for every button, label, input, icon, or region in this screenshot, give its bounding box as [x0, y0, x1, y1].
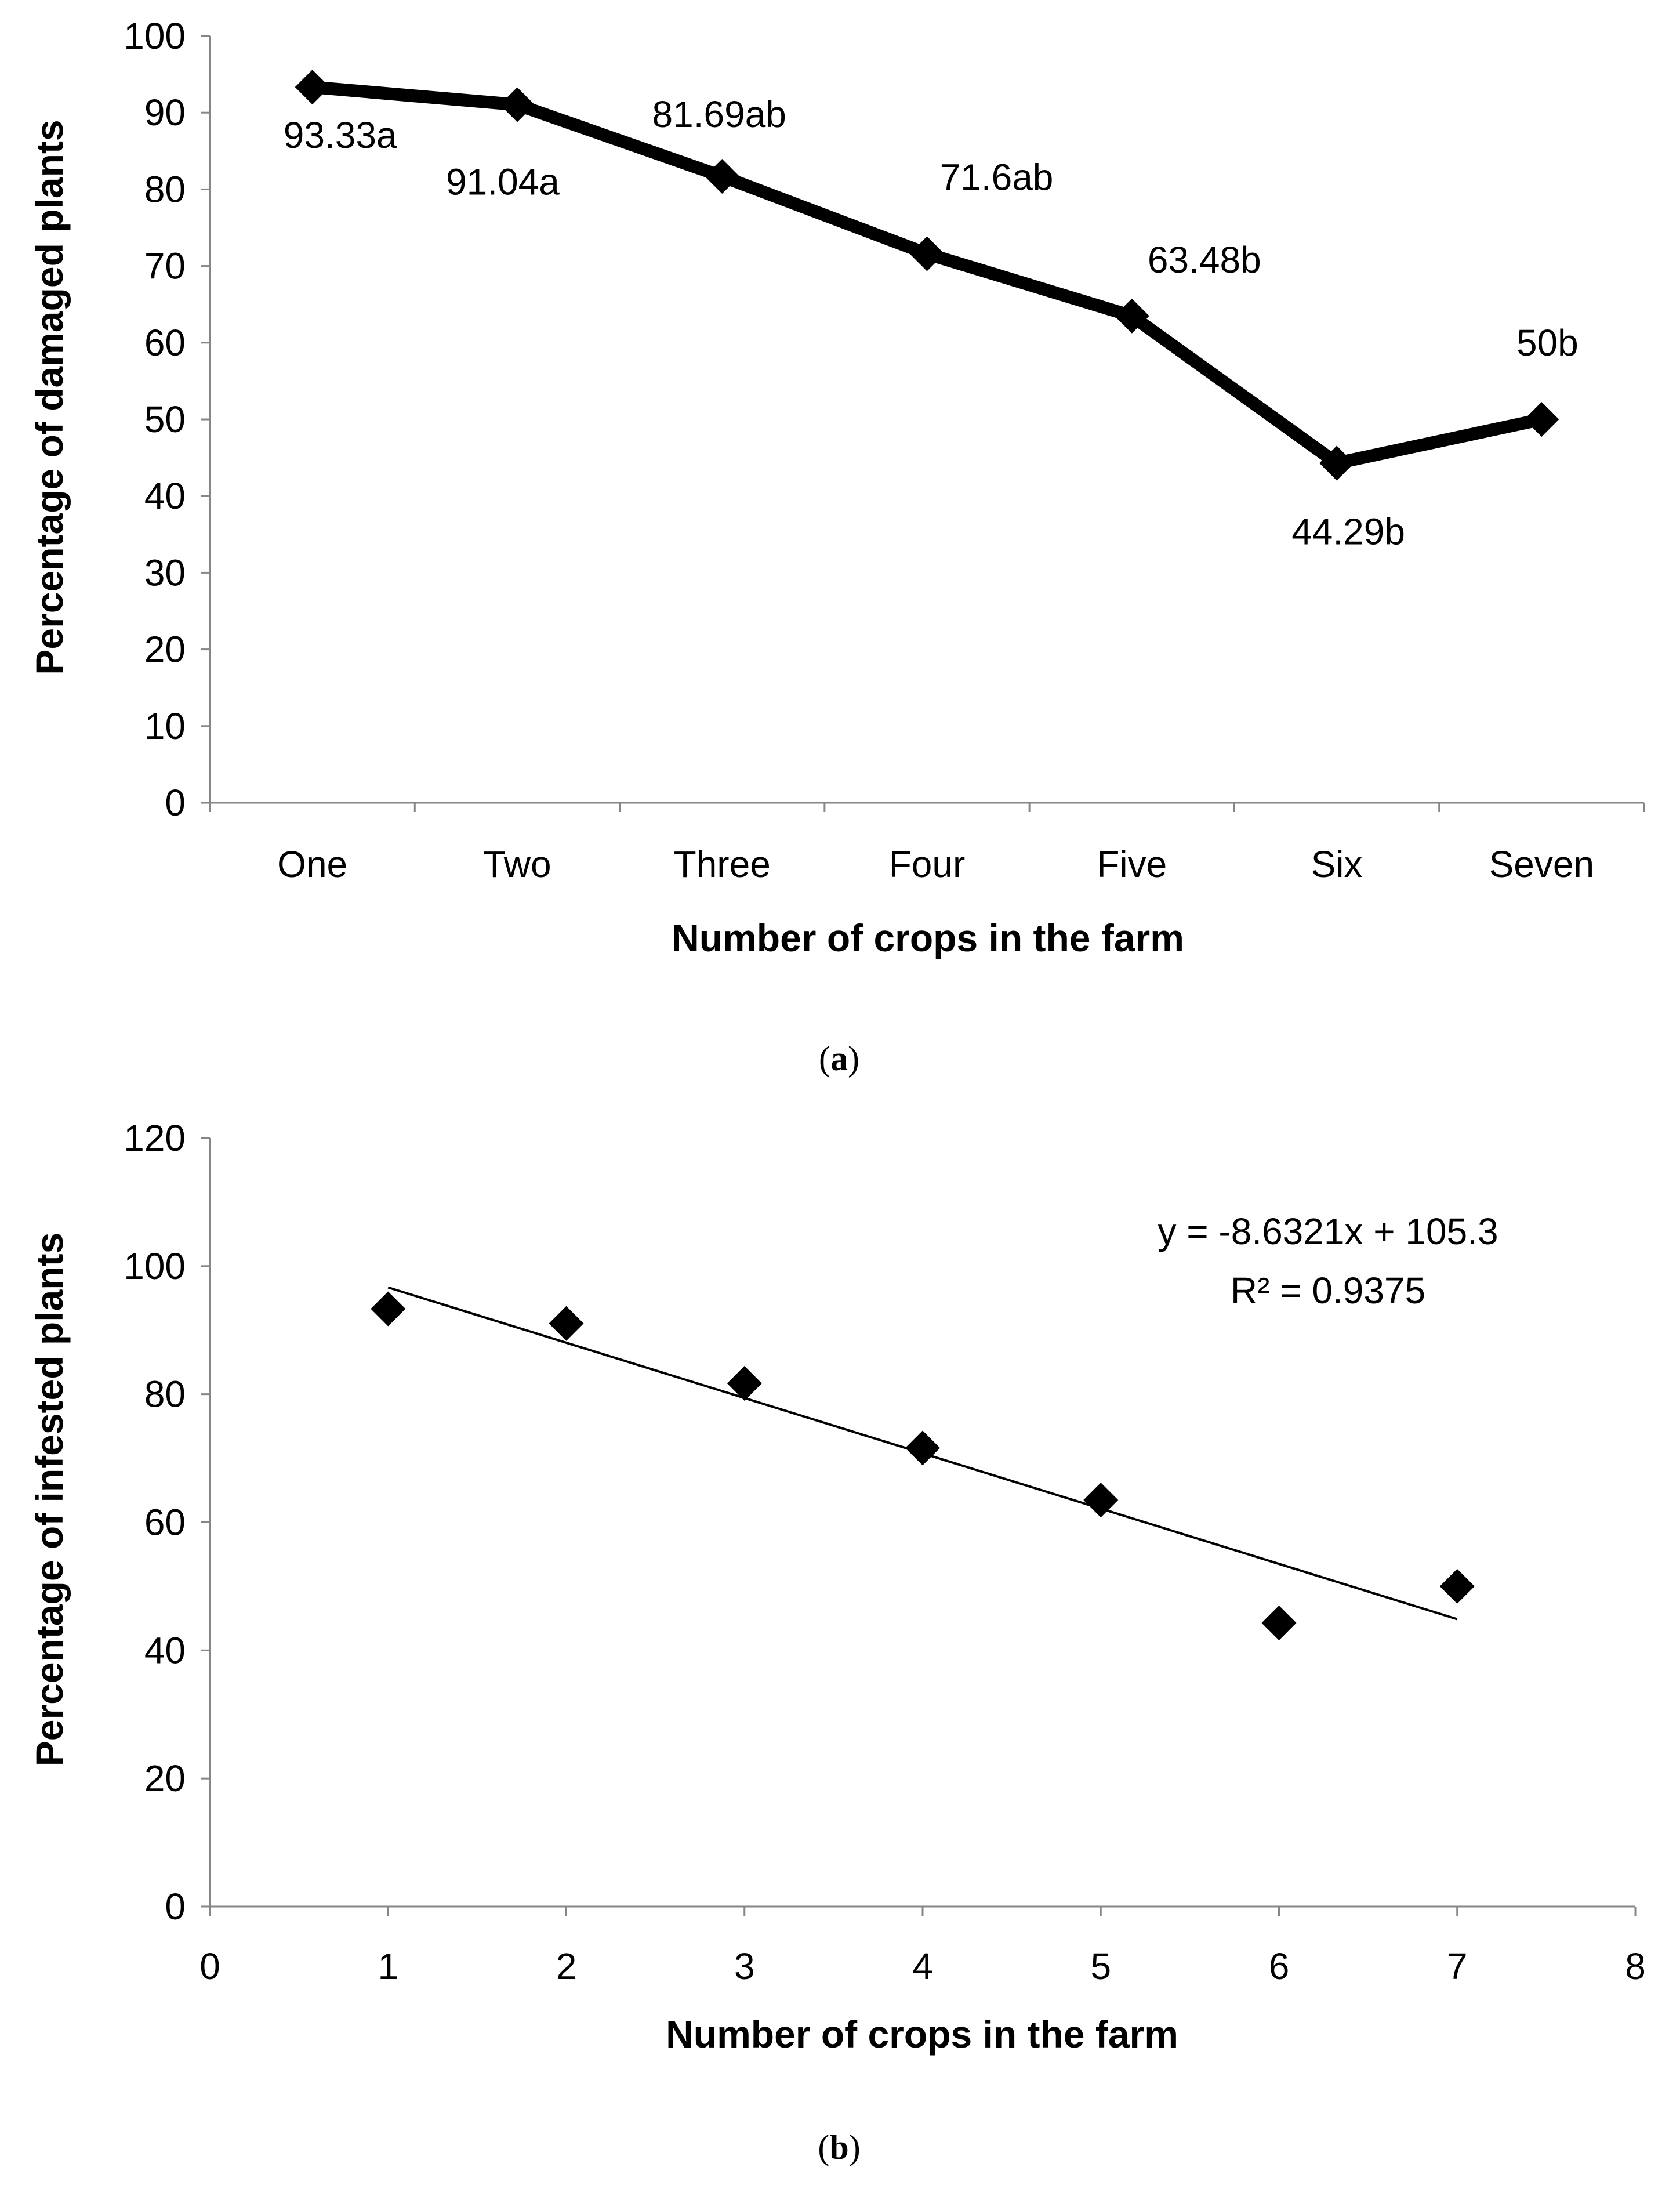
chart-a-y-tick-label: 90 [144, 92, 186, 133]
chart-b-x-tick-label: 2 [556, 1945, 577, 1987]
chart-a-y-axis-title: Percentage of damaged plants [28, 119, 71, 675]
chart-a-y-tick-label: 40 [144, 475, 186, 517]
chart-b-y-tick-label: 80 [144, 1374, 186, 1415]
chart-a-y-tick-label: 30 [144, 552, 186, 593]
chart-a-axes [209, 36, 1644, 804]
chart-a-series [295, 70, 1559, 481]
chart-a-y-tick-label: 0 [165, 782, 186, 824]
chart-b-y-ticks: 0 20 40 60 80 100 120 [124, 1117, 210, 1927]
chart-a-data-label: 44.29b [1291, 510, 1405, 552]
chart-b-x-tick-label: 7 [1447, 1945, 1468, 1987]
chart-a-data-label: 50b [1516, 322, 1579, 364]
chart-b-y-tick-label: 0 [165, 1886, 186, 1927]
chart-a-x-tick-label: One [277, 843, 347, 885]
chart-a-data-point [1319, 445, 1355, 481]
chart-a-data-point [1524, 402, 1559, 437]
chart-a-x-axis-title: Number of crops in the farm [672, 916, 1184, 959]
chart-a-data-point [1114, 298, 1149, 334]
chart-a-x-tick-label: Five [1097, 843, 1167, 885]
chart-b-data-point [1439, 1568, 1475, 1604]
chart-a-y-ticks: 0 10 20 30 40 50 60 70 80 90 100 [124, 15, 210, 824]
chart-b-trendline-equation: y = -8.6321x + 105.3 [1158, 1211, 1498, 1252]
chart-b-points [371, 1291, 1475, 1640]
chart-b-axes [209, 1138, 1635, 1908]
chart-b-data-point [727, 1366, 762, 1401]
chart-a-x-tick-label: Six [1311, 843, 1363, 885]
chart-b-y-tick-label: 120 [124, 1117, 186, 1159]
chart-b-x-tick-label: 4 [912, 1945, 933, 1987]
chart-b: 0 20 40 60 80 100 120 0 1 2 3 4 5 6 7 8 y = -8.6321x +… [28, 1117, 1646, 2166]
chart-a-x-tick-label: Four [889, 843, 966, 885]
chart-a-y-tick-label: 10 [144, 705, 186, 747]
chart-a-y-tick-label: 50 [144, 398, 186, 440]
chart-a-y-tick-label: 80 [144, 168, 186, 210]
chart-b-x-ticks: 0 1 2 3 4 5 6 7 8 [199, 1907, 1646, 1987]
chart-a-data-label: 93.33a [284, 114, 397, 156]
chart-b-x-tick-label: 8 [1625, 1945, 1646, 1987]
chart-b-y-tick-label: 40 [144, 1629, 186, 1671]
chart-a-y-tick-label: 20 [144, 629, 186, 671]
chart-b-caption: (b) [818, 2128, 860, 2166]
chart-b-y-tick-label: 100 [124, 1245, 186, 1287]
chart-a-data-label: 63.48b [1148, 239, 1261, 281]
chart-b-x-axis-title: Number of crops in the farm [666, 2013, 1178, 2056]
chart-a-x-tick-label: Two [483, 843, 551, 885]
chart-b-data-point [549, 1306, 584, 1341]
chart-b-y-tick-label: 20 [144, 1757, 186, 1799]
chart-a-data-label: 91.04a [446, 161, 560, 202]
chart-a-data-label: 81.69ab [652, 93, 786, 135]
chart-a-data-point [705, 159, 740, 194]
chart-a-x-ticks: One Two Three Four Five Six Seven [209, 803, 1645, 885]
chart-a-x-tick-label: Three [674, 843, 771, 885]
chart-a-series-line [311, 81, 1543, 470]
chart-b-y-tick-label: 60 [144, 1502, 186, 1543]
chart-b-x-tick-label: 1 [378, 1945, 398, 1987]
chart-b-data-point [1083, 1483, 1119, 1518]
chart-b-r-squared: R² = 0.9375 [1231, 1270, 1425, 1311]
chart-a-x-tick-label: Seven [1489, 843, 1594, 885]
chart-a-data-point [909, 236, 945, 271]
chart-b-data-point [905, 1430, 940, 1466]
chart-b-data-point [371, 1291, 406, 1327]
chart-b-x-tick-label: 3 [734, 1945, 755, 1987]
chart-b-y-axis-title: Percentage of infested plants [28, 1233, 71, 1767]
chart-b-x-tick-label: 5 [1090, 1945, 1111, 1987]
chart-a-data-point [295, 70, 330, 105]
chart-a-y-tick-label: 60 [144, 322, 186, 364]
chart-a-caption: (a) [819, 1039, 859, 1078]
chart-b-x-tick-label: 6 [1269, 1945, 1290, 1987]
chart-a-y-tick-label: 70 [144, 245, 186, 287]
chart-a-data-point [499, 87, 535, 122]
chart-a-data-label: 71.6ab [940, 156, 1054, 198]
chart-a: 0 10 20 30 40 50 60 70 80 90 100 One Two Three Four Fi… [28, 15, 1645, 1078]
chart-b-data-point [1261, 1605, 1297, 1640]
chart-a-data-labels: 93.33a 91.04a 81.69ab 71.6ab 63.48b 44.29b 50b [284, 93, 1579, 552]
chart-b-x-tick-label: 0 [199, 1945, 220, 1987]
chart-a-y-tick-label: 100 [124, 15, 186, 57]
